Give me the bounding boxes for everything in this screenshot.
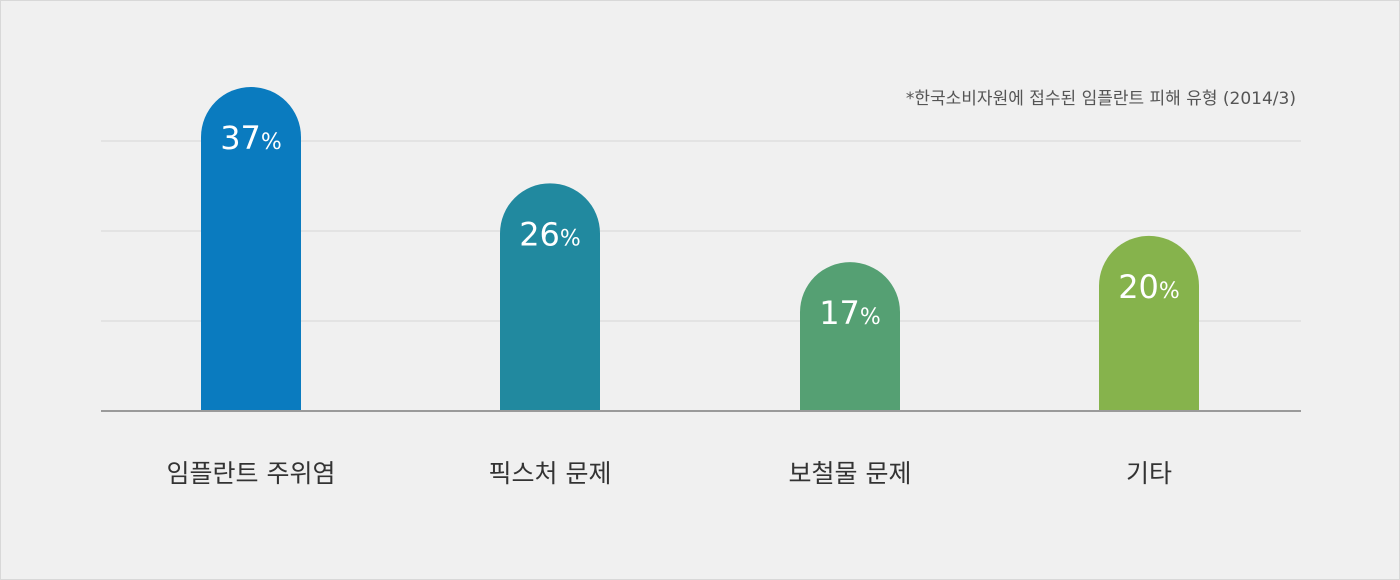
value-label: 37% <box>220 119 282 157</box>
source-note: *한국소비자원에 접수된 임플란트 피해 유형 (2014/3) <box>906 89 1296 109</box>
value-label: 20% <box>1118 268 1180 306</box>
category-labels: 임플란트 주위염 픽스처 문제 보철물 문제 기타 <box>167 459 1172 488</box>
value-label: 26% <box>519 215 581 253</box>
category-label: 픽스처 문제 <box>489 459 612 488</box>
category-label: 임플란트 주위염 <box>167 459 336 488</box>
category-label: 기타 <box>1126 459 1172 488</box>
value-labels: 37% 26% 17% 20% <box>220 119 1180 332</box>
value-label: 17% <box>819 294 881 332</box>
bar <box>1099 235 1199 411</box>
bars <box>201 87 1199 411</box>
category-label: 보철물 문제 <box>789 459 912 488</box>
bar <box>800 262 900 411</box>
bar <box>500 183 600 411</box>
bar <box>201 87 301 411</box>
